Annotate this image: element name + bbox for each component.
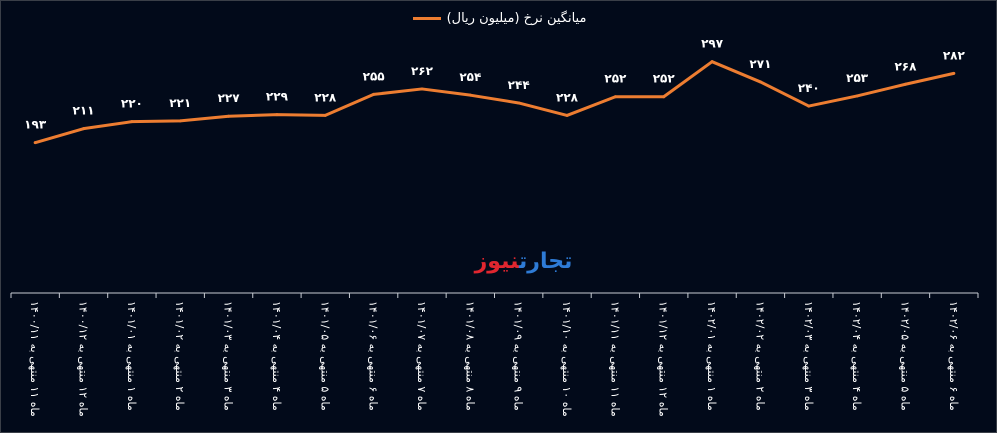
- data-point: [130, 120, 134, 124]
- data-label: ۱۹۳: [24, 118, 47, 132]
- data-label: ۲۴۴: [508, 78, 530, 92]
- data-label: ۲۸۲: [943, 48, 966, 62]
- data-point: [662, 95, 666, 99]
- logo-part1: تجارت: [519, 249, 573, 274]
- x-tick-label: ماه ۳ منتهی به ۱۴۰۲/۰۳: [802, 301, 815, 411]
- data-label: ۲۵۲: [653, 72, 676, 86]
- data-label: ۲۹۷: [701, 37, 724, 51]
- data-label: ۲۶۸: [894, 59, 917, 73]
- data-point: [855, 94, 859, 98]
- data-point: [952, 71, 956, 75]
- x-tick-label: ماه ۴ منتهی به ۱۴۰۲/۰۴: [850, 301, 863, 411]
- legend: میانگین نرخ (میلیون ریال): [1, 11, 996, 26]
- data-label: ۲۵۲: [604, 72, 627, 86]
- data-label: ۲۴۰: [798, 81, 820, 95]
- data-label: ۲۲۱: [169, 96, 191, 110]
- x-tick-label: ماه ۱۲ منتهی به ۱۴۰۰/۱۲: [77, 301, 90, 417]
- data-label: ۲۶۲: [411, 64, 434, 78]
- data-point: [468, 93, 472, 97]
- data-label: ۲۲۸: [314, 90, 337, 104]
- x-tick-label: ماه ۶ منتهی به ۱۴۰۲/۰۶: [947, 301, 960, 411]
- data-point: [227, 114, 231, 118]
- data-label: ۲۵۳: [846, 71, 869, 85]
- data-point: [372, 92, 376, 96]
- data-label: ۲۲۸: [556, 90, 579, 104]
- x-tick-label: ماه ۱ منتهی به ۱۴۰۲/۰۱: [705, 301, 718, 411]
- data-label: ۲۵۵: [363, 69, 385, 83]
- x-tick-label: ماه ۴ منتهی به ۱۴۰۱/۰۴: [270, 301, 283, 411]
- x-tick-label: ماه ۱۲ منتهی به ۱۴۰۱/۱۲: [657, 301, 670, 417]
- data-point: [33, 141, 37, 145]
- x-tick-label: ماه ۸ منتهی به ۱۴۰۱/۰۸: [463, 301, 476, 411]
- data-point: [807, 104, 811, 108]
- data-label: ۲۲۹: [266, 90, 289, 104]
- x-tick-label: ماه ۱ منتهی به ۱۴۰۱/۰۱: [125, 301, 138, 411]
- x-tick-label: ماه ۳ منتهی به ۱۴۰۱/۰۳: [222, 301, 235, 411]
- data-point: [420, 87, 424, 91]
- data-point: [613, 95, 617, 99]
- data-point: [710, 60, 714, 64]
- legend-line-swatch: [412, 17, 441, 20]
- x-tick-label: ماه ۵ منتهی به ۱۴۰۱/۰۵: [318, 301, 331, 411]
- data-label: ۲۷۱: [749, 57, 771, 71]
- x-tick-label: ماه ۱۱ منتهی به ۱۴۰۱/۱۱: [608, 301, 621, 417]
- x-tick-label: ماه ۵ منتهی به ۱۴۰۲/۰۵: [898, 301, 911, 411]
- x-tick-label: ماه ۱۱ منتهی به ۱۴۰۰/۱۱: [28, 301, 41, 417]
- data-point: [565, 113, 569, 117]
- x-tick-label: ماه ۱۰ منتهی به ۱۴۰۱/۱۰: [560, 301, 573, 417]
- data-label: ۲۱۱: [73, 104, 95, 118]
- data-point: [82, 127, 86, 131]
- data-label: ۲۵۴: [459, 70, 481, 84]
- data-label: ۲۲۷: [218, 91, 241, 105]
- x-tick-label: ماه ۲ منتهی به ۱۴۰۲/۰۲: [753, 301, 766, 411]
- x-tick-label: ماه ۲ منتهی به ۱۴۰۱/۰۲: [173, 301, 186, 411]
- series-line: [34, 60, 955, 145]
- data-point: [517, 101, 521, 105]
- data-label: ۲۲۰: [121, 97, 143, 111]
- x-tick-label: ماه ۹ منتهی به ۱۴۰۱/۰۹: [512, 301, 525, 411]
- legend-label: میانگین نرخ (میلیون ریال): [446, 11, 587, 26]
- data-point: [178, 119, 182, 123]
- data-point: [275, 113, 279, 117]
- logo-tejaratnews: تجارتنیوز: [456, 249, 591, 274]
- x-tick-label: ماه ۶ منتهی به ۱۴۰۱/۰۶: [367, 301, 380, 411]
- data-point: [323, 113, 327, 117]
- data-point: [758, 80, 762, 84]
- data-point: [903, 82, 907, 86]
- x-tick-label: ماه ۷ منتهی به ۱۴۰۱/۰۷: [415, 301, 428, 411]
- logo-part2: نیوز: [474, 249, 520, 274]
